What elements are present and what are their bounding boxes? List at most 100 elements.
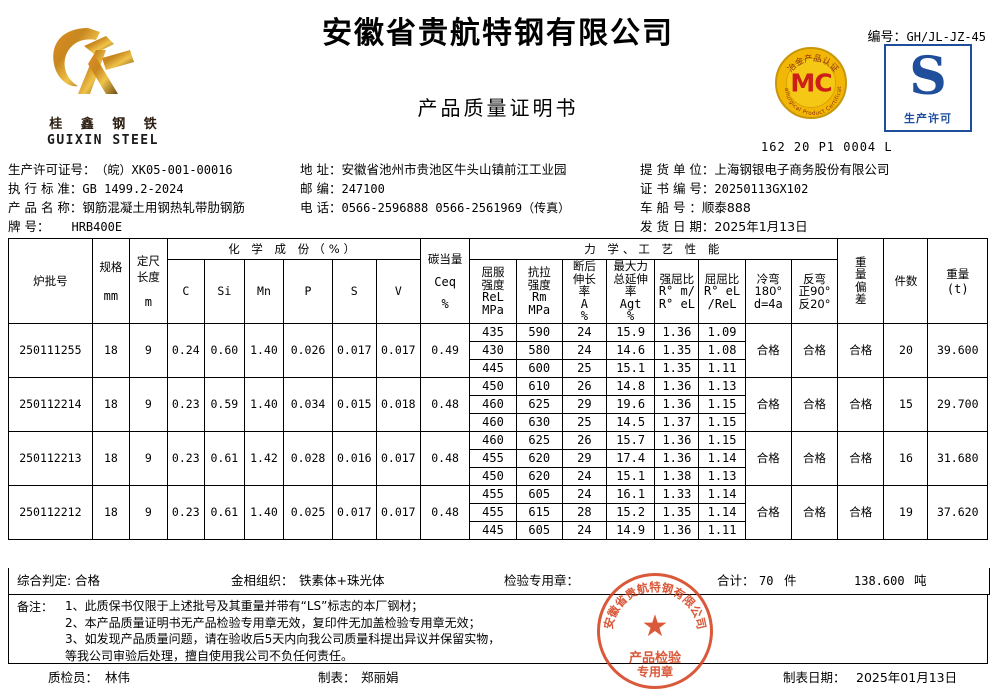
total-pieces: 70 bbox=[759, 574, 774, 588]
brand-value: HRB400E bbox=[71, 220, 123, 234]
th-el-3: 率 bbox=[578, 284, 591, 298]
cell-elongation: 26 29 24 bbox=[561, 430, 607, 486]
mech-value: 610 bbox=[516, 377, 562, 396]
mini-tensile-strength: 610 625 630 bbox=[516, 377, 562, 431]
mech-value: 1.36 bbox=[662, 523, 692, 537]
mini-yield-ratio: 1.13 1.15 1.15 bbox=[699, 377, 745, 431]
cell-yield-ratio: 1.14 1.14 1.11 bbox=[698, 484, 746, 540]
th-yr-3: /ReL bbox=[707, 296, 737, 311]
remark-item: 2、本产品质量证明书无产品检验专用章无效，复印件无加盖检验专用章无效； bbox=[65, 615, 481, 630]
document-number: 编号：GH/JL-JZ-45 bbox=[868, 26, 987, 45]
info-row-consignee: 提 货 单 位：上海钢银电子商务股份有限公司 bbox=[640, 160, 889, 179]
mech-value: 14.8 bbox=[606, 377, 655, 396]
cell-chem-s: 0.017 bbox=[331, 322, 377, 378]
mc-seal-inner-ring bbox=[786, 58, 836, 108]
table-row: 250112212 18 9 0.23 0.61 1.40 0.025 0.01… bbox=[8, 484, 988, 540]
mech-value: 24 bbox=[562, 323, 606, 342]
cell-heat-no: 250112212 bbox=[8, 484, 93, 540]
mech-value: 1.36 bbox=[655, 323, 699, 342]
cell-chem-p: 0.026 bbox=[283, 322, 333, 378]
th-ys-4: MPa bbox=[482, 302, 504, 317]
header-row-1: 炉批号 规格 mm 定尺 长度 m 化 学 成 份（%） 碳当量 Ceq bbox=[8, 238, 988, 324]
th-chem-v: V bbox=[375, 259, 421, 324]
info-row-brand: 牌 号： HRB400E bbox=[8, 217, 245, 236]
inspector-value: 林伟 bbox=[105, 670, 131, 685]
logo-english-name: GUIXIN STEEL bbox=[47, 133, 159, 148]
summary-row: 综合判定: 合格 金相组织： 铁素体+珠光体 检验专用章： 合计： 70 件 1… bbox=[8, 568, 990, 595]
mech-value: 25 bbox=[577, 361, 592, 375]
th-tensile-strength: 抗拉 强度 Rm MPa bbox=[515, 259, 563, 324]
mech-value: 1.08 bbox=[699, 341, 745, 360]
th-el-5: % bbox=[580, 309, 589, 323]
cell-elongation: 24 24 25 bbox=[561, 322, 607, 378]
mech-value: 15.9 bbox=[606, 323, 655, 342]
th-ys-2: 强度 bbox=[481, 277, 505, 292]
cell-chem-si: 0.61 bbox=[204, 430, 245, 486]
th-el-1: 断后 bbox=[572, 259, 596, 273]
th-sr-2: R° m/ bbox=[658, 284, 695, 298]
vehicle-no-value: 顺泰888 bbox=[701, 200, 751, 215]
cell-pieces: 16 bbox=[883, 430, 929, 486]
cell-strength-ratio: 1.36 1.35 1.35 bbox=[654, 322, 700, 378]
cell-spec: 18 bbox=[91, 376, 131, 432]
th-wd-2: 量 bbox=[855, 267, 867, 282]
mini-total-elongation: 16.1 15.2 14.9 bbox=[606, 485, 655, 539]
th-cb-2: 180° bbox=[754, 284, 783, 298]
standard-value: GB 1499.2-2024 bbox=[82, 182, 184, 196]
brand-label: 牌 号： bbox=[8, 219, 50, 234]
remark-item: 3、如发现产品质量问题，请在验收后5天内向我公司质量科提出异议并保留实物， bbox=[65, 632, 501, 646]
mech-value: 1.14 bbox=[699, 485, 745, 504]
th-ts-4: MPa bbox=[528, 302, 551, 317]
cell-weight-deviation: 合格 bbox=[837, 430, 885, 486]
mech-value: 28 bbox=[562, 503, 606, 522]
cell-yield-strength: 455 455 445 bbox=[469, 484, 517, 540]
preparer-label: 制表： bbox=[318, 670, 356, 685]
vehicle-no-label: 车 船 号 ： bbox=[640, 200, 702, 215]
mech-value: 1.35 bbox=[655, 341, 699, 360]
th-te-2: 总延伸 bbox=[613, 271, 648, 286]
mech-value: 25 bbox=[577, 415, 592, 429]
document-header: 桂 鑫 钢 铁 GUIXIN STEEL 安徽省贵航特钢有限公司 产品质量证明书… bbox=[0, 0, 996, 158]
cell-chem-si: 0.61 bbox=[204, 484, 245, 540]
th-wd-1: 重 bbox=[855, 254, 867, 269]
th-rb-2: 正90° bbox=[798, 284, 831, 298]
th-ts-1: 抗拉 bbox=[527, 265, 551, 280]
th-ys-3: ReL bbox=[482, 290, 504, 305]
mini-total-elongation: 14.8 19.6 14.5 bbox=[606, 377, 655, 431]
cell-chem-c: 0.24 bbox=[166, 322, 206, 378]
mech-value: 1.13 bbox=[699, 377, 745, 396]
mech-value: 1.36 bbox=[655, 449, 699, 468]
cell-chem-mn: 1.42 bbox=[243, 430, 285, 486]
verdict-label: 综合判定: bbox=[17, 573, 72, 588]
th-ceq: 碳当量 Ceq % bbox=[419, 238, 471, 324]
mini-tensile-strength: 625 620 620 bbox=[516, 431, 562, 485]
th-weight: 重量 (t) bbox=[927, 238, 988, 324]
mech-value: 24 bbox=[577, 469, 592, 483]
mech-value: 1.13 bbox=[707, 469, 737, 483]
th-elongation: 断后 伸长 率 A % bbox=[561, 259, 607, 324]
mech-value: 625 bbox=[516, 395, 562, 414]
mini-elongation: 24 28 24 bbox=[562, 485, 606, 539]
th-length: 定尺 长度 m bbox=[129, 238, 168, 324]
mech-value: 1.33 bbox=[655, 485, 699, 504]
ship-date-value: 2025年1月13日 bbox=[714, 219, 808, 234]
th-el-2: 伸长 bbox=[572, 271, 596, 286]
mech-value: 605 bbox=[528, 523, 551, 537]
total-label: 合计： bbox=[717, 573, 755, 588]
table-body: 250111255 18 9 0.24 0.60 1.40 0.026 0.01… bbox=[8, 322, 988, 540]
th-sr-1: 强屈比 bbox=[659, 271, 695, 286]
mc-seal-ring-text-icon: 冶金产品认证 Metallurgical Product Certificati… bbox=[777, 49, 843, 117]
th-wd-4: 差 bbox=[855, 292, 867, 307]
info-column-left: 生产许可证号：（皖）XK05-001-00016 执 行 标 准：GB 1499… bbox=[8, 160, 245, 236]
cell-length: 9 bbox=[129, 430, 168, 486]
cell-chem-p: 0.028 bbox=[283, 430, 333, 486]
th-te-4: Agt bbox=[619, 296, 642, 311]
info-row-licence: 生产许可证号：（皖）XK05-001-00016 bbox=[8, 160, 245, 179]
product-name-value: 钢筋混凝土用钢热轧带肋钢筋 bbox=[82, 200, 245, 215]
mech-value: 1.14 bbox=[699, 503, 745, 522]
preparer-value: 郑丽娟 bbox=[361, 670, 399, 685]
th-sr-3: R° eL bbox=[658, 296, 695, 311]
cell-cold-bend: 合格 bbox=[744, 484, 792, 540]
info-row-vehicle-no: 车 船 号 ：顺泰888 bbox=[640, 198, 889, 217]
